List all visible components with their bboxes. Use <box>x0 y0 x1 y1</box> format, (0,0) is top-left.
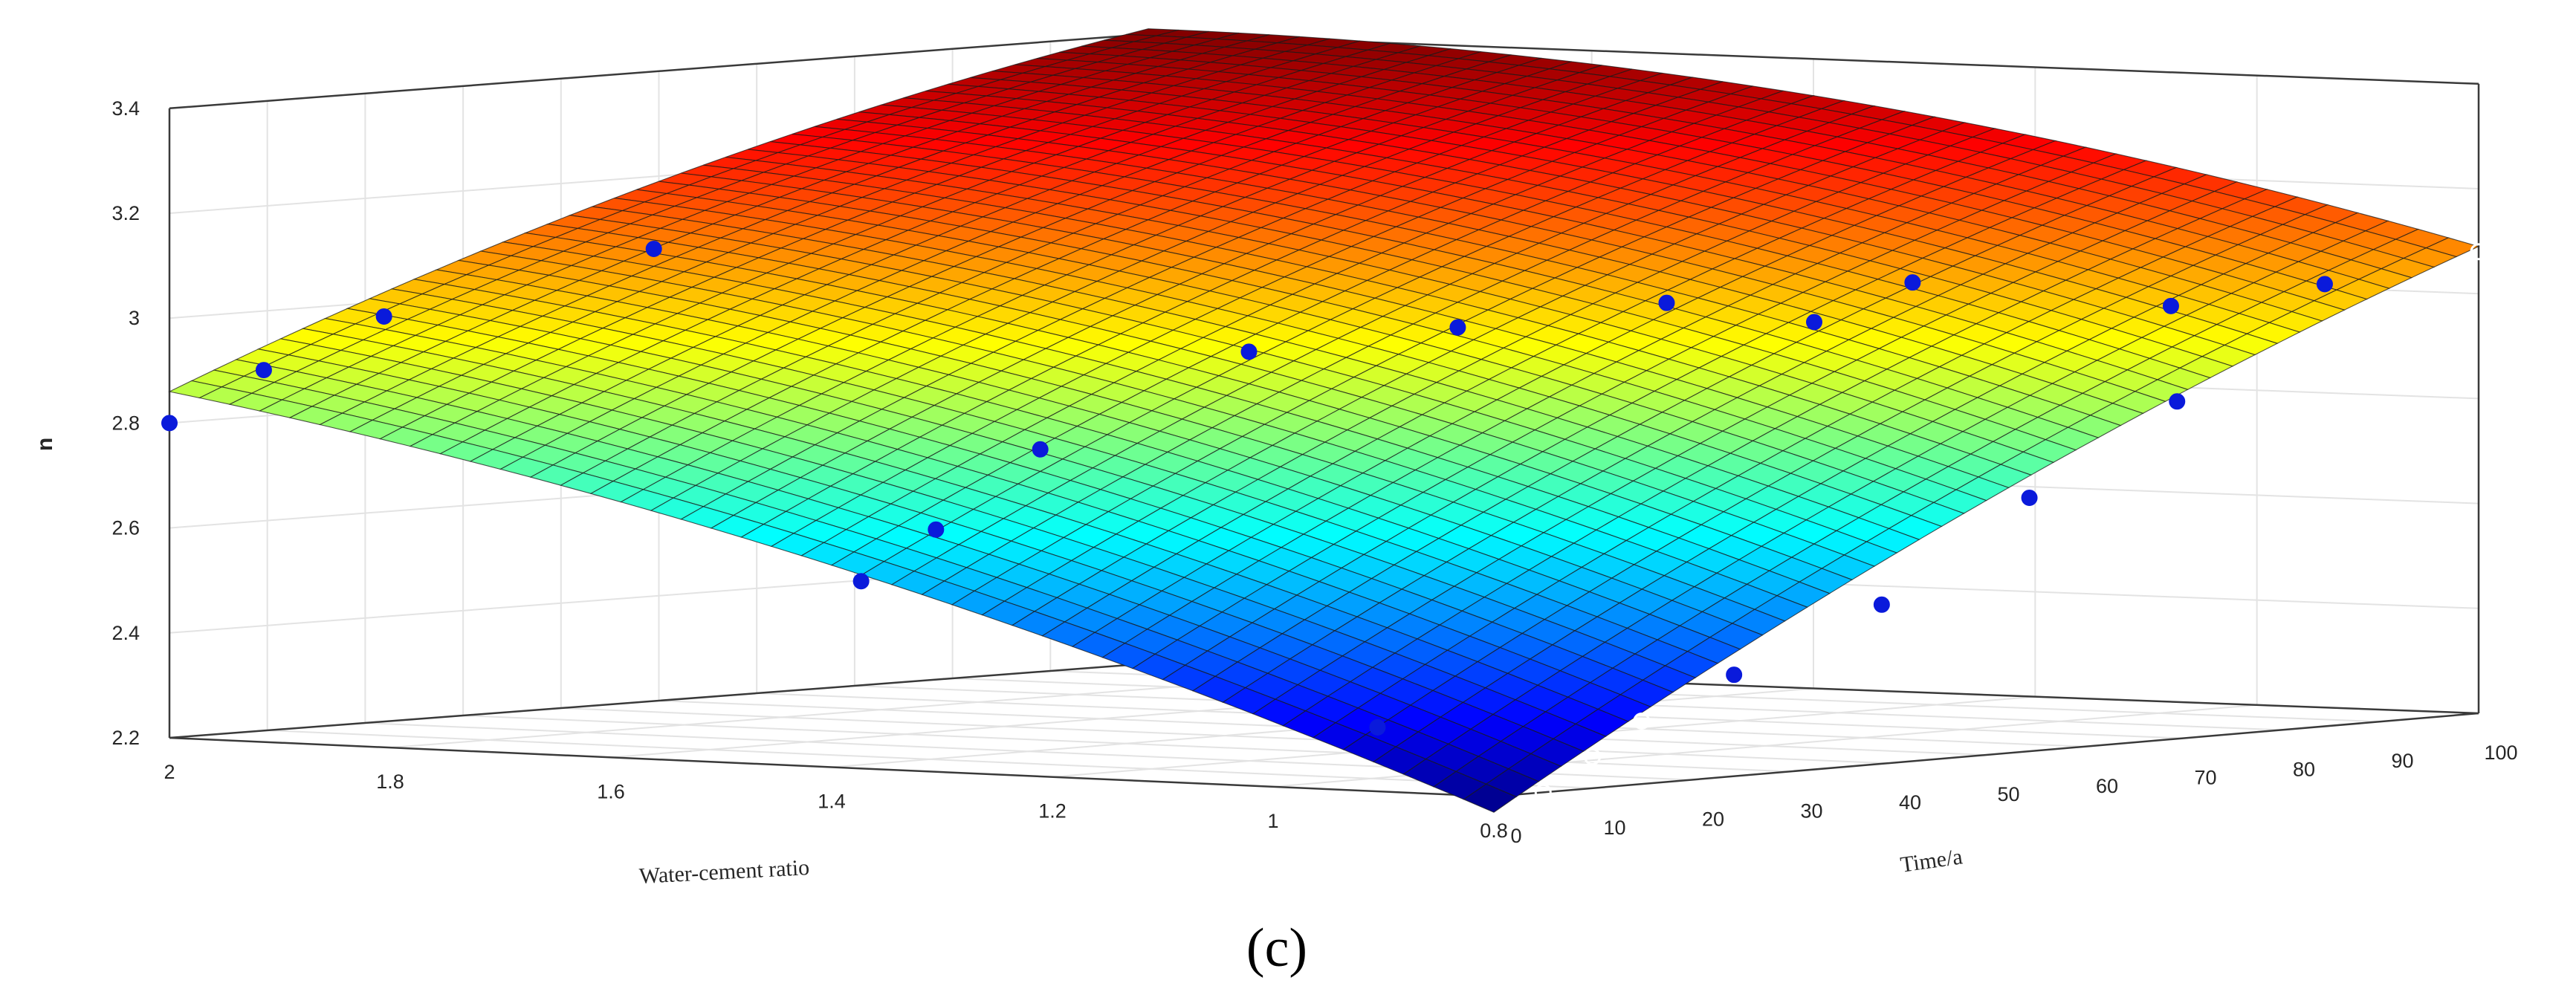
x-axis-line <box>169 736 1495 798</box>
data-point <box>2470 243 2488 261</box>
y-tick-label: 50 <box>1997 783 2019 805</box>
y-tick-label: 0 <box>1510 825 1521 847</box>
data-point <box>1032 441 1049 458</box>
data-point <box>161 415 178 432</box>
data-point <box>1726 666 1743 684</box>
data-point <box>645 240 662 257</box>
y-tick-label: 70 <box>2194 767 2216 789</box>
y-tick-label: 100 <box>2484 742 2517 764</box>
y-tick-label: 20 <box>1702 808 1724 831</box>
z-tick-label: 2.2 <box>111 727 140 749</box>
box-top-edge <box>169 33 1149 110</box>
data-point <box>1534 783 1552 801</box>
y-tick-label: 40 <box>1899 791 1921 814</box>
x-tick-label: 1.6 <box>597 780 625 802</box>
data-point <box>1240 343 1258 360</box>
z-tick-label: 2.8 <box>111 412 140 434</box>
surface-mesh <box>168 28 2480 813</box>
data-point <box>1658 294 1675 311</box>
data-points <box>161 240 2488 801</box>
data-point <box>375 308 392 325</box>
y-tick-label: 30 <box>1800 799 1822 822</box>
floor-gridline <box>560 707 1889 765</box>
data-point <box>1449 319 1466 336</box>
data-point <box>1369 718 1386 736</box>
data-point <box>2169 393 2186 410</box>
floor-gridline <box>267 730 1593 789</box>
figure-caption: (c) <box>1246 918 1307 979</box>
data-point <box>1806 314 1823 331</box>
data-point <box>1873 596 1890 613</box>
z-tick-label: 2.4 <box>111 622 140 644</box>
data-point <box>255 362 272 379</box>
z-tick-label: 3 <box>129 307 140 329</box>
z-tick-label: 3.4 <box>111 97 140 120</box>
x-tick-label: 1.4 <box>818 791 846 813</box>
y-tick-label: 80 <box>2293 758 2315 780</box>
x-tick-label: 1 <box>1267 810 1278 832</box>
x-tick-label: 1.2 <box>1038 800 1067 823</box>
x-axis-label: Water-cement ratio <box>638 855 810 889</box>
data-point <box>1584 747 1601 765</box>
tick-labels: 2.2 2.4 2.6 2.8 3 3.2 3.4 2 1.8 1.6 1.4 1.2 1 0.8 0 10 2… <box>111 97 2517 847</box>
z-axis-label: n <box>33 438 57 451</box>
x-tick-label: 1.8 <box>376 770 404 793</box>
data-point <box>852 573 870 590</box>
data-point <box>2021 489 2038 506</box>
data-point <box>2162 297 2179 314</box>
y-axis-label: Time/a <box>1899 844 1964 877</box>
z-tick-label: 2.6 <box>111 517 140 539</box>
x-tick-label: 2 <box>164 761 175 783</box>
surface-cell <box>1463 783 1518 813</box>
y-axis-line <box>1493 712 2479 798</box>
data-point <box>928 521 945 538</box>
z-tick-label: 3.2 <box>111 202 140 224</box>
x-tick-label: 0.8 <box>1480 820 1508 842</box>
y-tick-label: 90 <box>2391 750 2413 772</box>
y-tick-label: 60 <box>2096 775 2118 797</box>
data-point <box>1904 274 1921 291</box>
floor-gridline <box>463 715 1790 773</box>
data-point <box>1633 712 1651 730</box>
y-tick-label: 10 <box>1603 817 1625 839</box>
box-floor-edge <box>169 662 1149 739</box>
data-point <box>2316 276 2333 293</box>
